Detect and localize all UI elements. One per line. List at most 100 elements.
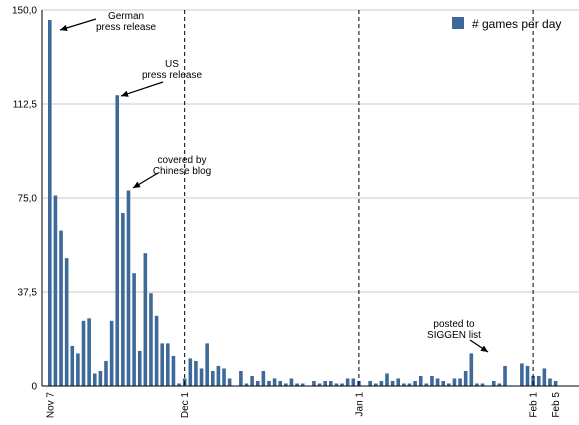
- bar: [244, 383, 249, 386]
- bar: [531, 375, 535, 386]
- bar: [312, 380, 316, 386]
- bar: [87, 318, 91, 386]
- bar: [59, 230, 63, 386]
- bar: [424, 383, 429, 386]
- bar: [171, 355, 176, 386]
- x-tick-label: Dec 1: [180, 392, 191, 419]
- bar: [475, 383, 479, 386]
- bar: [278, 380, 283, 386]
- legend: # games per day: [452, 17, 561, 31]
- annotation-arrowhead: [60, 24, 68, 32]
- bar: [402, 383, 406, 386]
- legend-label: # games per day: [472, 17, 561, 31]
- bar: [267, 380, 271, 386]
- legend-swatch: [452, 17, 464, 29]
- bar: [463, 370, 468, 386]
- bar: [199, 368, 204, 386]
- bar: [149, 293, 153, 386]
- bar: [216, 365, 221, 386]
- bar: [340, 383, 344, 386]
- bar: [525, 365, 530, 386]
- bar: [469, 353, 474, 386]
- bar: [194, 360, 198, 386]
- grid-lines: [42, 9, 579, 293]
- bar: [396, 378, 401, 386]
- annotation-text: covered by Chinese blog: [153, 155, 211, 177]
- annotations: German press release US press release covere…: [59, 11, 489, 353]
- bar: [132, 273, 136, 386]
- bar: [160, 343, 164, 386]
- bar: [430, 375, 434, 386]
- bar: [166, 343, 170, 386]
- bar: [441, 380, 445, 386]
- bar: [300, 383, 305, 386]
- bar: [373, 383, 378, 386]
- bar: [329, 380, 333, 386]
- bar: [177, 383, 181, 386]
- annotation-arrowhead: [480, 345, 488, 352]
- y-tick-label: 37,5: [18, 288, 38, 299]
- bar: [497, 383, 502, 386]
- x-tick-label: Jan 1: [354, 392, 365, 417]
- bar: [289, 378, 294, 386]
- bar: [222, 368, 226, 386]
- bar: [98, 370, 103, 386]
- bar: [548, 378, 552, 386]
- bar: [115, 95, 120, 386]
- bar: [205, 343, 209, 386]
- annotation-arrow: [120, 81, 164, 97]
- x-tick-label: Feb 1: [529, 392, 540, 418]
- bar: [447, 383, 451, 386]
- bar: [239, 370, 243, 386]
- bar: [210, 370, 215, 386]
- bar: [70, 345, 75, 386]
- bar: [143, 253, 148, 386]
- bar: [64, 258, 69, 386]
- bar: [385, 373, 389, 386]
- y-tick-label: 112,5: [13, 100, 38, 111]
- bar: [452, 378, 457, 386]
- bar: [121, 213, 125, 386]
- bar: [109, 320, 114, 386]
- bar: [435, 378, 440, 386]
- bar: [76, 353, 80, 386]
- x-tick-label: Nov 7: [45, 392, 56, 419]
- bar: [284, 383, 288, 386]
- annotation-arrowhead: [121, 90, 129, 97]
- bar: [126, 190, 131, 386]
- bar: [458, 378, 462, 386]
- bar: [227, 378, 232, 386]
- bar: [503, 365, 507, 386]
- y-tick-label: 0: [31, 382, 37, 393]
- annotation-text: German press release: [96, 11, 156, 33]
- annotation-text: US press release: [142, 59, 202, 81]
- bar: [390, 380, 395, 386]
- annotation-arrowhead: [133, 181, 141, 188]
- bar: [379, 380, 384, 386]
- bar: [104, 360, 108, 386]
- bar: [542, 368, 547, 386]
- bar: [188, 358, 193, 386]
- bar: [92, 373, 97, 386]
- bar: [272, 378, 277, 386]
- bar: [351, 378, 356, 386]
- bar: [536, 375, 541, 386]
- bar: [81, 320, 86, 386]
- bar-series: [48, 20, 558, 386]
- bar: [317, 383, 322, 386]
- bar: [323, 380, 327, 386]
- bar: [368, 380, 372, 386]
- bar: [413, 380, 417, 386]
- bar: [154, 315, 159, 386]
- bar: [48, 20, 52, 386]
- y-tick-label: 150,0: [12, 6, 37, 17]
- bar: [491, 380, 496, 386]
- bar: [53, 195, 58, 386]
- y-tick-label: 75,0: [18, 194, 38, 205]
- bar: [407, 383, 412, 386]
- bar: [553, 380, 558, 386]
- bar: [255, 380, 260, 386]
- bar: [250, 375, 254, 386]
- axes: 0 37,5 75,0 112,5 150,0 Nov 7 Dec 1 Jan 1 Feb 1 F…: [12, 6, 579, 419]
